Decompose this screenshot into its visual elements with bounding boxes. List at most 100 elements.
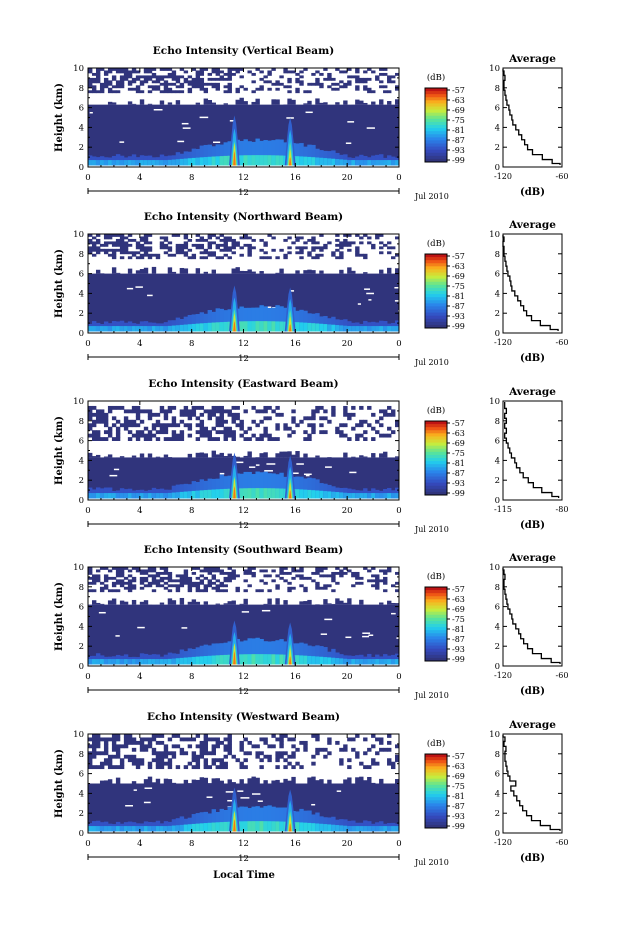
echo-cell [151, 326, 157, 332]
echo-cell [339, 658, 344, 665]
colorbar-swatch [425, 442, 447, 447]
echo-cell [371, 493, 376, 499]
echo-cell [139, 90, 145, 94]
profile-y-tick-label: 6 [495, 104, 500, 114]
echo-cell [247, 740, 252, 745]
echo-cell [227, 70, 232, 74]
echo-cell [359, 77, 364, 81]
echo-cell [315, 567, 320, 570]
echo-cell [331, 77, 336, 81]
echo-cell [139, 246, 145, 250]
echo-cell [231, 430, 236, 435]
echo-cell [275, 82, 280, 86]
echo-cell [147, 103, 153, 105]
echo-cell [359, 581, 364, 585]
echo-cell [355, 826, 360, 832]
echo-cell [199, 823, 205, 832]
echo-cell [139, 80, 145, 84]
echo-cell [335, 658, 340, 665]
echo-cell [143, 248, 149, 252]
echo-cell [219, 144, 224, 166]
echo-cell [131, 160, 137, 166]
echo-cell [251, 821, 256, 832]
echo-cell [135, 70, 141, 74]
echo-cell [239, 419, 244, 424]
echo-cell [303, 655, 308, 665]
echo-cell [339, 251, 344, 255]
echo-cell [335, 325, 340, 332]
echo-cell [211, 251, 216, 255]
echo-cell [315, 157, 320, 166]
echo-cell [259, 238, 264, 242]
echo-cell [331, 657, 336, 665]
echo-cell [283, 807, 288, 832]
echo-cell [231, 571, 236, 575]
echo-cell [363, 234, 368, 237]
echo-cell [111, 754, 117, 759]
echo-cell [251, 744, 256, 749]
burst-contour [288, 324, 292, 333]
echo-cell [95, 430, 101, 435]
echo-cell [175, 75, 181, 79]
echo-cell [291, 419, 296, 424]
burst-contour [288, 316, 293, 333]
echo-cell [115, 571, 121, 575]
echo-cell [347, 267, 352, 274]
echo-cell [223, 246, 228, 250]
echo-cell [271, 579, 276, 583]
echo-cell [203, 98, 209, 105]
echo-cell [159, 160, 165, 166]
echo-cell [211, 405, 216, 410]
echo-cell [99, 780, 105, 784]
echo-cell [143, 326, 149, 332]
echo-cell [88, 826, 93, 832]
echo-cell [91, 236, 97, 240]
echo-cell [383, 576, 388, 580]
echo-cell [299, 601, 304, 605]
profile-frame [502, 67, 563, 168]
colorbar-swatch [425, 778, 447, 783]
colorbar-tick-label: -57 [452, 419, 465, 428]
echo-cell [123, 601, 129, 605]
echo-cell [227, 579, 232, 583]
colorbar-swatch [425, 608, 447, 613]
colorbar-swatch [425, 109, 447, 114]
echo-cell [295, 643, 300, 665]
echo-cell [215, 737, 220, 742]
echo-cell [88, 567, 93, 570]
echo-cell [211, 489, 216, 499]
echo-cell [191, 571, 197, 575]
echo-cell [99, 160, 105, 166]
echo-cell [387, 241, 392, 245]
echo-cell [267, 473, 272, 499]
echo-cell [107, 236, 113, 240]
echo-cell [139, 253, 145, 257]
echo-cell [219, 489, 224, 499]
echo-cell [319, 157, 324, 166]
echo-cell [339, 423, 344, 428]
echo-cell [171, 82, 177, 86]
echo-cell [239, 68, 244, 71]
echo-cell [227, 779, 232, 784]
echo-cell [295, 655, 300, 665]
echo-cell [199, 256, 205, 260]
colorbar-tick-label: -81 [452, 625, 465, 634]
echo-cell [315, 323, 320, 332]
echo-cell [283, 256, 288, 260]
echo-cell [339, 241, 344, 245]
echo-cell [171, 75, 177, 79]
echo-cell [151, 747, 157, 752]
echo-cell [131, 68, 137, 71]
echo-cell [271, 641, 276, 665]
echo-cell [211, 758, 216, 763]
echo-cell [115, 734, 121, 738]
echo-cell [175, 325, 181, 332]
echo-cell [243, 234, 248, 237]
echo-cell [107, 253, 113, 257]
echo-cell [343, 747, 348, 752]
echo-cell [231, 574, 236, 578]
echo-cell [127, 87, 133, 91]
echo-cell [207, 243, 213, 247]
echo-cell [167, 437, 173, 441]
echo-cell [155, 579, 161, 583]
